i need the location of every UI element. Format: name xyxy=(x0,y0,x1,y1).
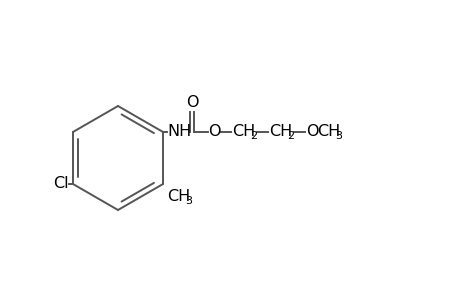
Text: O: O xyxy=(207,124,220,140)
Text: 2: 2 xyxy=(250,131,257,141)
Text: O: O xyxy=(185,95,198,110)
Text: NH: NH xyxy=(167,124,191,140)
Text: 2: 2 xyxy=(286,131,293,141)
Text: 3: 3 xyxy=(334,131,341,141)
Text: O: O xyxy=(305,124,318,140)
Text: CH: CH xyxy=(167,189,190,204)
Text: 3: 3 xyxy=(185,196,191,206)
Text: CH: CH xyxy=(231,124,255,140)
Text: Cl: Cl xyxy=(53,176,69,191)
Text: CH: CH xyxy=(316,124,340,140)
Text: CH: CH xyxy=(269,124,291,140)
